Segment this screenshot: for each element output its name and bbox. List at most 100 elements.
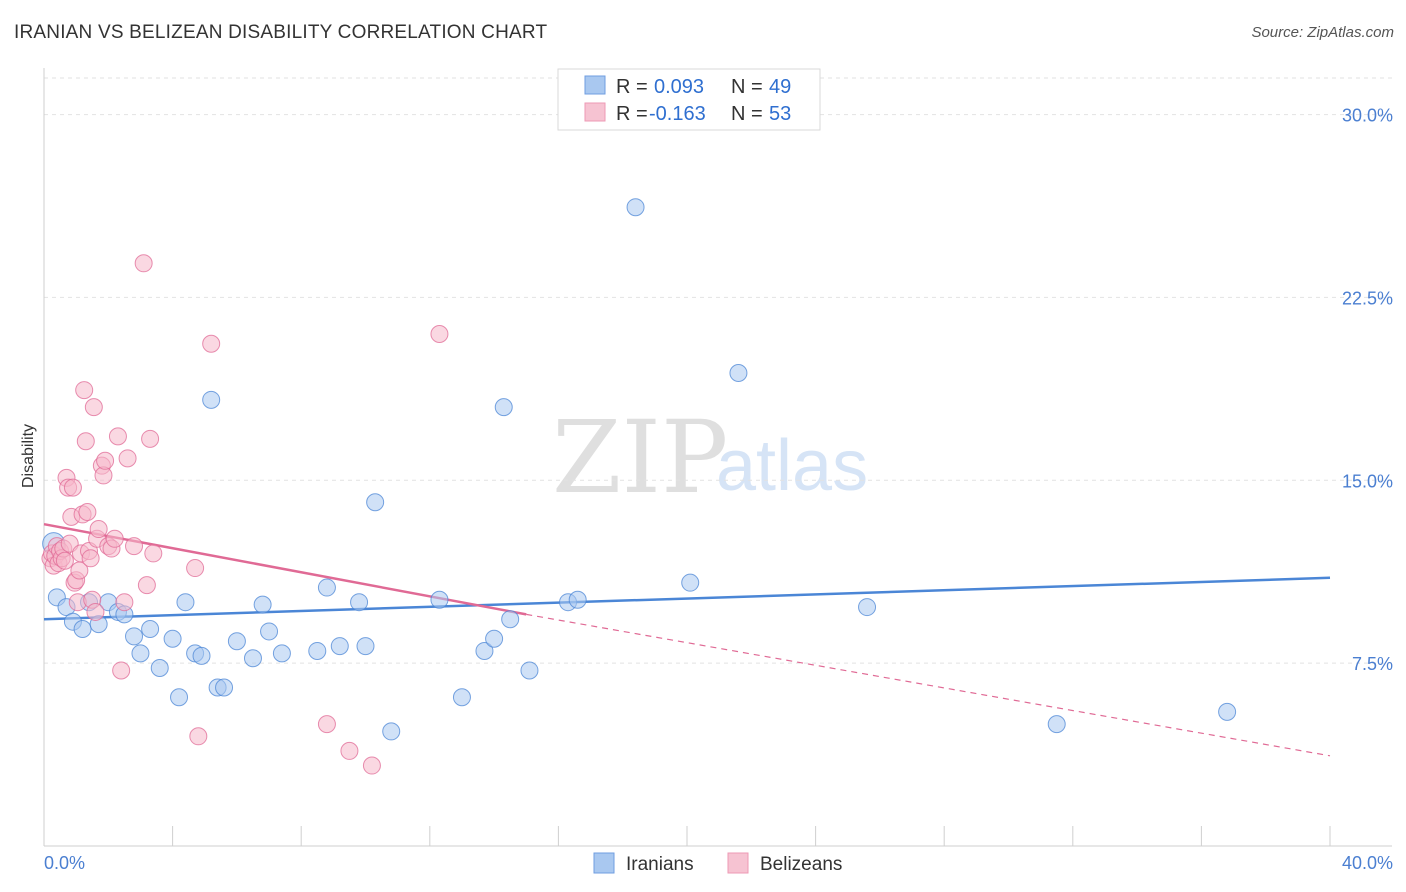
belizeans-point [115,593,134,612]
iranians-point [272,644,291,663]
bottom-legend-swatch-iranians [593,852,615,874]
bottom-legend-swatch-belizeans [727,852,749,874]
iranians-point [382,722,401,741]
legend-n-label-1: N = [731,76,763,98]
belizeans-point [144,544,163,563]
data-points [41,198,1237,775]
belizeans-point [141,429,160,448]
gridlines [44,77,1392,664]
legend-swatch-belizeans [584,102,606,122]
legend-n-label-2: N = [731,103,763,125]
iranians-point [215,678,234,697]
belizeans-point [362,756,381,775]
belizeans-point [118,449,137,468]
iranians-point [350,593,369,612]
belizeans-point [78,502,97,521]
iranians-point [141,620,160,639]
iranians-point [858,598,877,617]
series-belizeans [41,254,449,775]
iranians-point [317,578,336,597]
iranians-point [227,632,246,651]
belizeans-point [75,381,94,400]
y-tick-label: 7.5% [1352,654,1393,674]
iranians-point [260,622,279,641]
stats-legend: R = 0.093 N = 49 R = -0.163 N = 53 [557,68,821,131]
belizeans-point [96,451,115,470]
iranians-point [176,593,195,612]
belizeans-point [134,254,153,273]
iranians-point [125,627,144,646]
belizeans-point [63,478,82,497]
y-tick-label: 22.5% [1342,288,1393,308]
iranians-point [626,198,645,217]
legend-r-label-1: R = [616,76,648,98]
y-axis-label: Disability [20,424,37,488]
iranians-point [475,641,494,660]
iranians-point [366,493,385,512]
iranians-point [192,646,211,665]
y-tick-labels: 7.5% 15.0% 22.5% 30.0% [1342,106,1393,675]
belizeans-point [430,325,449,343]
iranians-point [494,398,513,417]
y-tick-label: 30.0% [1342,106,1393,126]
iranians-point [253,595,272,614]
iranians-point [729,364,748,383]
bottom-legend-iranians: Iranians [626,854,694,875]
iranians-point [150,659,169,678]
iranians-point [520,661,539,680]
y-tick-label: 15.0% [1342,471,1393,491]
watermark-zip: ZIP [552,399,728,516]
iranians-point [485,629,504,648]
belizeans-point [89,520,108,539]
iranians-point [452,688,471,707]
bottom-legend-belizeans: Belizeans [760,854,842,875]
belizeans-point [340,741,359,760]
iranians-point [568,590,587,609]
iranians-point [330,637,349,656]
iranians-point [170,688,189,707]
iranians-point [681,573,700,592]
axes [43,68,1392,847]
belizeans-point [76,432,95,451]
chart-title: IRANIAN VS BELIZEAN DISABILITY CORRELATI… [14,22,548,43]
watermark-atlas: atlas [716,426,868,506]
belizeans-point [84,398,103,417]
iranians-point [202,390,221,409]
belizeans-point [81,549,100,568]
legend-swatch-iranians [584,75,606,95]
belizeans-point [55,551,74,570]
belizeans-point [125,537,144,556]
belizeans-point [202,334,221,353]
belizeans-point [137,576,156,595]
iranians-point [243,649,262,668]
belizeans-point [108,427,127,446]
iranians-point [131,644,150,663]
belizeans-point [317,715,336,734]
iranians-point [163,629,182,648]
x-tick-label-max: 40.0% [1342,853,1393,873]
belizeans-trend-extension [526,613,1331,757]
x-tick-label-min: 0.0% [44,853,85,873]
belizeans-point [186,559,205,578]
iranians-point [501,610,520,629]
iranians-point [1218,702,1237,721]
legend-n-value-2: 53 [769,103,791,125]
series-iranians [42,198,1237,741]
belizeans-point [189,727,208,746]
x-tick-labels: 0.0% 40.0% [44,853,1393,873]
legend-n-value-1: 49 [769,76,791,98]
iranians-point [308,641,327,660]
iranians-point [73,620,92,639]
legend-r-value-1: 0.093 [654,76,704,98]
iranians-point [1047,715,1066,734]
source-label: Source: ZipAtlas.com [1251,24,1394,41]
belizeans-point [86,602,105,621]
iranians-point [430,590,449,609]
legend-r-label-2: R = [616,103,648,125]
belizeans-point [112,661,131,680]
legend-r-value-2: -0.163 [649,103,706,125]
series-legend: Iranians Belizeans [593,852,842,875]
iranians-point [356,637,375,656]
belizeans-point [105,529,124,548]
